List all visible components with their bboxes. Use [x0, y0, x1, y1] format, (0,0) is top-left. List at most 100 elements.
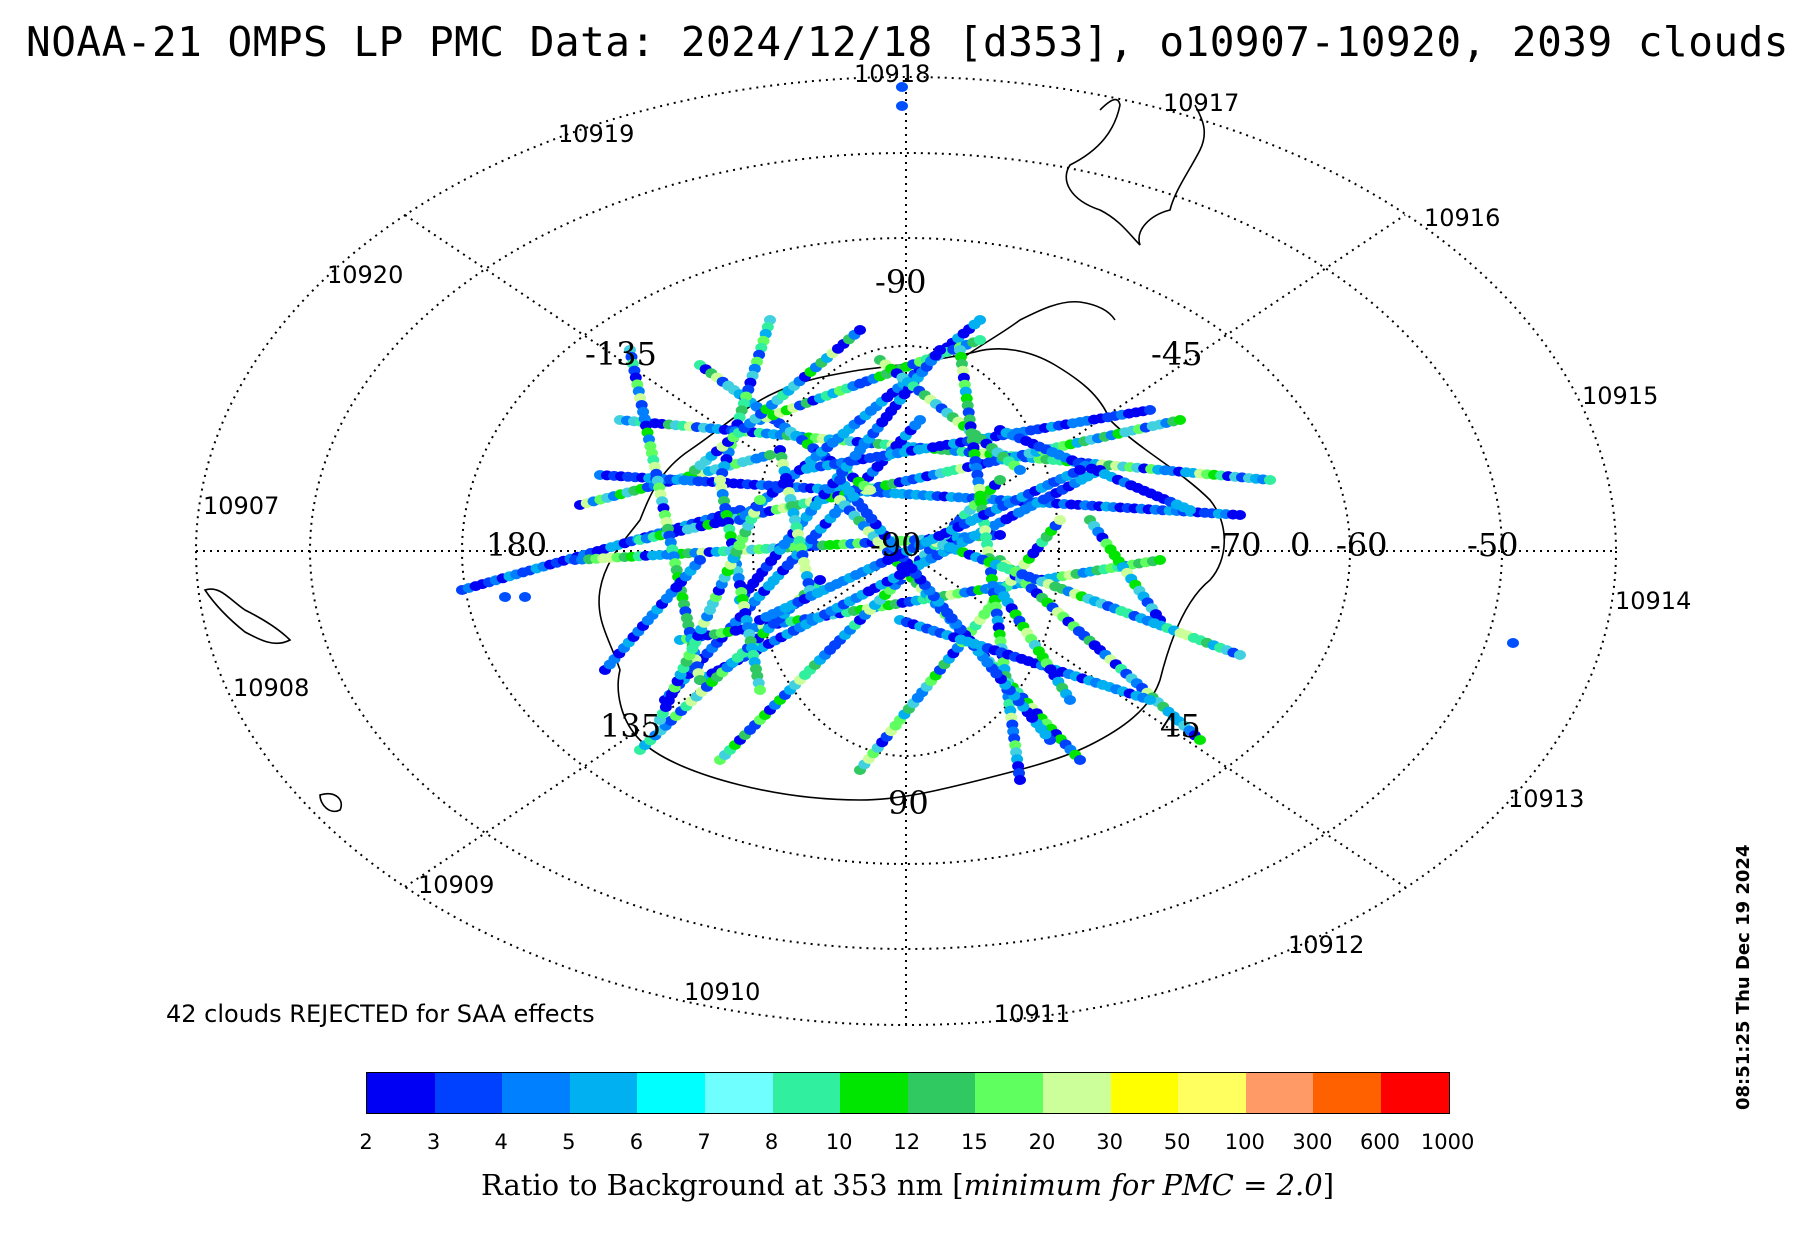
cloud-point: [974, 335, 986, 345]
colorbar-swatch: [434, 1073, 503, 1113]
timestamp: 08:51:25 Thu Dec 19 2024: [1733, 844, 1754, 1110]
colorbar-swatch: [1178, 1073, 1246, 1113]
cloud-point: [1234, 650, 1246, 660]
cloud-point: [694, 555, 706, 565]
lon-label-top: -90: [875, 263, 927, 301]
cloud-point: [1234, 510, 1246, 520]
colorbar-swatch: [840, 1073, 908, 1113]
colorbar-tick-label: 12: [893, 1130, 921, 1154]
cloud-point: [764, 450, 776, 460]
orbit-label-10915: 10915: [1582, 382, 1658, 410]
colorbar-swatch: [1380, 1073, 1449, 1113]
cloud-point: [1264, 475, 1276, 485]
lat-label-70: -70: [1210, 526, 1262, 564]
orbit-labels: 10907 10908 10909 10910 10911 10912 1091…: [203, 60, 1691, 1028]
colorbar-swatch: [704, 1073, 773, 1113]
orbit-label-10912: 10912: [1288, 931, 1364, 959]
south-america-coastline: [1065, 98, 1205, 246]
colorbar-tick-label: 100: [1224, 1130, 1265, 1154]
cloud-point: [974, 315, 986, 325]
peninsula-coastline: [959, 300, 1116, 361]
orbit-label-10907: 10907: [203, 492, 279, 520]
lon-label-bottom: 90: [888, 784, 929, 822]
lon-label-upper-left: -135: [585, 335, 657, 373]
cloud-point: [834, 475, 846, 485]
lon-label-upper-right: -45: [1151, 335, 1203, 373]
colorbar: [366, 1072, 1450, 1114]
new-zealand-coastline: [203, 588, 292, 645]
orbit-label-10919: 10919: [558, 120, 634, 148]
cloud-point: [1014, 775, 1026, 785]
colorbar-tick-label: 10: [825, 1130, 853, 1154]
colorbar-title-suffix: ]: [1322, 1168, 1335, 1202]
orbit-label-10908: 10908: [233, 674, 309, 702]
grid-labels: -90 -135 -45 180 -90 -70 0 -60 -50 135 4…: [486, 263, 1519, 822]
colorbar-swatch: [975, 1073, 1043, 1113]
colorbar-swatch: [907, 1073, 976, 1113]
colorbar-swatch: [1313, 1073, 1381, 1113]
colorbar-swatch: [1110, 1073, 1179, 1113]
orbit-label-10920: 10920: [327, 261, 403, 289]
cloud-point: [896, 82, 908, 92]
colorbar-swatch: [502, 1073, 570, 1113]
cloud-point: [994, 475, 1006, 485]
colorbar-swatch: [367, 1073, 435, 1113]
colorbar-title: Ratio to Background at 353 nm [minimum f…: [0, 1168, 1815, 1202]
cloud-point: [754, 495, 766, 505]
cloud-point: [1154, 555, 1166, 565]
cloud-tracks: [456, 82, 1519, 785]
lat-label-center: -90: [870, 526, 922, 564]
orbit-label-10909: 10909: [418, 871, 494, 899]
cloud-point: [1144, 405, 1156, 415]
cloud-point: [814, 575, 826, 585]
cloud-point: [519, 592, 531, 602]
colorbar-tick-label: 3: [426, 1130, 441, 1154]
cloud-point: [694, 675, 706, 685]
cloud-point: [1194, 735, 1206, 745]
colorbar-tick-label: 4: [494, 1130, 508, 1154]
colorbar-tick-label: 7: [697, 1130, 711, 1154]
cloud-point: [864, 485, 876, 495]
colorbar-tick-label: 1000: [1420, 1130, 1475, 1154]
cloud-point: [934, 345, 946, 355]
cloud-point: [1074, 465, 1086, 475]
colorbar-tick-label: 30: [1096, 1130, 1123, 1154]
cloud-point: [754, 685, 766, 695]
colorbar-tick-label: 6: [629, 1130, 644, 1154]
cloud-point: [896, 101, 908, 111]
cloud-point: [1054, 515, 1066, 525]
orbit-label-10911: 10911: [994, 1000, 1070, 1028]
colorbar-tick-label: 8: [764, 1130, 779, 1154]
cloud-point: [914, 415, 926, 425]
colorbar-tick-label: 5: [562, 1130, 576, 1154]
cloud-point: [1174, 415, 1186, 425]
orbit-label-10917: 10917: [1163, 89, 1239, 117]
colorbar-tick-label: 600: [1359, 1130, 1401, 1154]
coastlines: [203, 98, 1226, 813]
colorbar-tick-label: 20: [1028, 1130, 1056, 1154]
page-title: NOAA-21 OMPS LP PMC Data: 2024/12/18 [d3…: [26, 18, 1789, 66]
orbit-label-10910: 10910: [684, 978, 760, 1006]
lat-label-60: -60: [1336, 526, 1388, 564]
colorbar-swatch: [1042, 1073, 1111, 1113]
lon-label-lower-left: 135: [600, 707, 661, 745]
colorbar-title-prefix: Ratio to Background at 353 nm [: [480, 1168, 964, 1202]
antarctica-coastline: [598, 348, 1226, 801]
cloud-point: [1074, 755, 1086, 765]
cloud-point: [1184, 505, 1196, 515]
colorbar-tick-label: 15: [961, 1130, 988, 1154]
cloud-point: [1144, 695, 1156, 705]
colorbar-tick-label: 50: [1163, 1130, 1191, 1154]
colorbar-swatch: [772, 1073, 841, 1113]
cloud-point: [994, 530, 1006, 540]
island-coastline: [319, 792, 342, 813]
lon-label-left: 180: [486, 526, 547, 564]
lat-label-0: 0: [1290, 526, 1310, 564]
colorbar-swatch: [1245, 1073, 1314, 1113]
colorbar-tick-label: 300: [1292, 1130, 1333, 1154]
orbit-label-10913: 10913: [1508, 785, 1584, 813]
colorbar-swatch: [637, 1073, 705, 1113]
colorbar-title-italic: minimum for PMC = 2.0: [963, 1168, 1323, 1202]
cloud-point: [1507, 638, 1519, 648]
